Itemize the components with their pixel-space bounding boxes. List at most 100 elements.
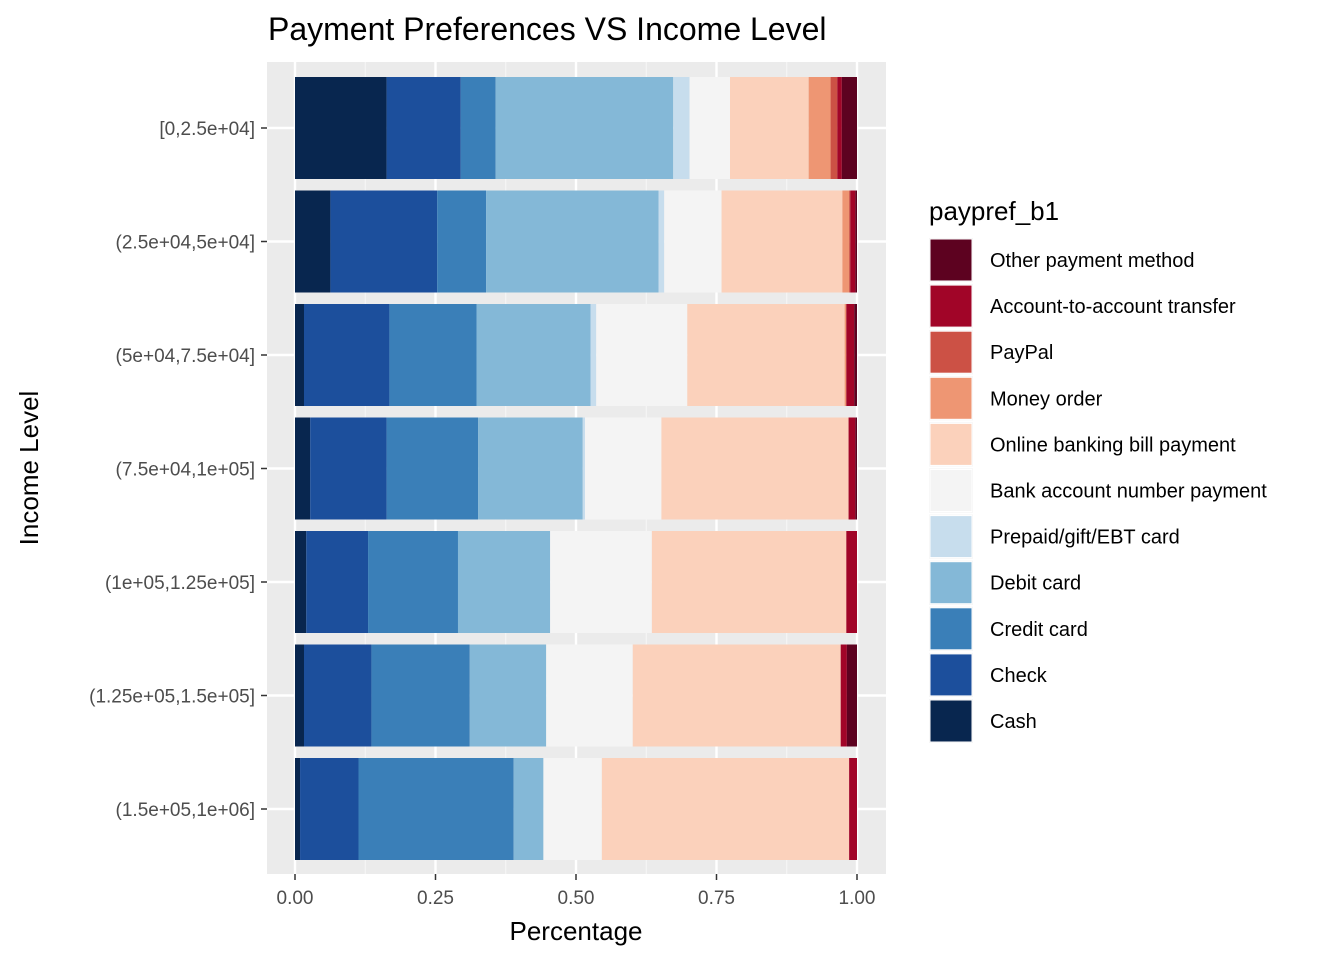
bar-segment-check	[303, 644, 372, 747]
bar-segment-money-order	[844, 304, 847, 406]
bar-segment-check	[300, 758, 359, 860]
legend-swatch	[929, 238, 973, 282]
bar-segment-online-banking-bill-payment	[632, 644, 841, 747]
legend-swatch	[929, 515, 973, 559]
bar-segment-check	[303, 304, 390, 406]
bar-segment-bank-account-number-payment	[550, 531, 652, 633]
bar-segment-cash	[295, 531, 307, 633]
bar-segment-online-banking-bill-payment	[687, 304, 845, 406]
bar-segment-account-to-account-transfer	[849, 758, 857, 860]
y-tick-label: (7.5e+04,1e+05]	[116, 460, 255, 481]
bar-segment-online-banking-bill-payment	[651, 531, 847, 633]
legend-swatch	[929, 284, 973, 328]
y-tick-label: (2.5e+04,5e+04]	[116, 233, 255, 254]
bar-segment-credit-card	[460, 77, 496, 179]
bar-segment-bank-account-number-payment	[596, 304, 688, 406]
legend-swatch	[929, 653, 973, 697]
bar-segment-prepaid-gift-ebt-card	[590, 304, 597, 406]
bar-segment-account-to-account-transfer	[850, 190, 856, 293]
bar-segment-paypal	[849, 190, 851, 293]
bar-segment-cash	[295, 304, 304, 406]
bar-segment-credit-card	[368, 531, 458, 633]
legend-title: paypref_b1	[929, 196, 1059, 226]
bar-segment-cash	[295, 758, 301, 860]
bar-segment-online-banking-bill-payment	[661, 417, 849, 520]
bar-segment-check	[306, 531, 369, 633]
bar-segment-online-banking-bill-payment	[721, 190, 843, 293]
bar-segment-credit-card	[437, 190, 487, 293]
bar-segment-account-to-account-transfer	[840, 644, 847, 747]
legend-swatch	[929, 561, 973, 605]
bar-segment-prepaid-gift-ebt-card	[673, 77, 690, 179]
x-tick-label: 1.00	[839, 888, 876, 909]
legend-label: Money order	[990, 388, 1103, 410]
legend-label: Other payment method	[990, 250, 1195, 272]
legend-swatch	[929, 330, 973, 374]
bar-segment-other-payment-method	[854, 304, 857, 406]
legend-swatch	[929, 376, 973, 420]
legend-label: Cash	[990, 711, 1037, 733]
bar-segment-credit-card	[389, 304, 477, 406]
bar-segment-debit-card	[478, 417, 583, 520]
bars	[295, 77, 857, 860]
bar-segment-money-order	[808, 77, 831, 179]
bar-segment-bank-account-number-payment	[664, 190, 722, 293]
bar-segment-cash	[295, 77, 387, 179]
bar-segment-bank-account-number-payment	[543, 758, 602, 860]
x-tick-label: 0.25	[417, 888, 454, 909]
bar-segment-prepaid-gift-ebt-card	[582, 417, 585, 520]
y-axis: [0,2.5e+04] (2.5e+04,5e+04] (5e+04,7.5e+04…	[89, 119, 267, 821]
bar-segment-cash	[295, 417, 311, 520]
bar-segment-debit-card	[495, 77, 674, 179]
y-tick-label: (5e+04,7.5e+04]	[116, 346, 255, 367]
legend-label: Online banking bill payment	[990, 434, 1236, 456]
bar-segment-other-payment-method	[846, 644, 857, 747]
bar-segment-cash	[295, 190, 331, 293]
bar-segment-account-to-account-transfer	[846, 304, 855, 406]
legend-label: PayPal	[990, 342, 1053, 364]
bar-segment-paypal	[830, 77, 838, 179]
bar-segment-credit-card	[386, 417, 479, 520]
legend-swatch	[929, 422, 973, 466]
bar-segment-check	[310, 417, 387, 520]
bar-segment-account-to-account-transfer	[837, 77, 842, 179]
bar-segment-check	[386, 77, 461, 179]
bar-segment-bank-account-number-payment	[546, 644, 633, 747]
x-tick-label: 0.00	[277, 888, 314, 909]
bar-segment-bank-account-number-payment	[689, 77, 730, 179]
legend-label: Bank account number payment	[990, 481, 1267, 503]
bar-segment-debit-card	[469, 644, 547, 747]
legend-label: Prepaid/gift/EBT card	[990, 527, 1180, 549]
bar-segment-other-payment-method	[855, 417, 857, 520]
y-axis-title: Income Level	[14, 391, 44, 546]
y-tick-label: (1e+05,1.25e+05]	[105, 573, 255, 594]
legend-swatch	[929, 607, 973, 651]
bar-segment-credit-card	[371, 644, 470, 747]
bar-segment-debit-card	[457, 531, 551, 633]
y-tick-label: (1.25e+05,1.5e+05]	[89, 687, 255, 708]
bar-segment-other-payment-method	[855, 190, 857, 293]
bar-segment-prepaid-gift-ebt-card	[658, 190, 665, 293]
legend-label: Credit card	[990, 619, 1088, 641]
bar-segment-online-banking-bill-payment	[601, 758, 850, 860]
x-axis-title: Percentage	[510, 916, 643, 946]
x-tick-label: 0.50	[558, 888, 595, 909]
legend-swatch	[929, 469, 973, 512]
bar-segment-check	[330, 190, 438, 293]
bar-segment-credit-card	[358, 758, 514, 860]
bar-segment-cash	[295, 644, 304, 747]
legend-label: Account-to-account transfer	[990, 296, 1236, 318]
bar-segment-debit-card	[513, 758, 544, 860]
bar-segment-account-to-account-transfer	[848, 417, 856, 520]
y-tick-label: (1.5e+05,1e+06]	[116, 800, 255, 821]
chart-title: Payment Preferences VS Income Level	[268, 11, 827, 47]
legend-swatch	[929, 699, 973, 743]
y-tick-label: [0,2.5e+04]	[159, 119, 255, 140]
x-axis: 0.00 0.25 0.50 0.75 1.00	[277, 874, 876, 909]
bar-segment-debit-card	[486, 190, 659, 293]
legend: paypref_b1 Other payment method Account-t…	[929, 196, 1267, 743]
legend-label: Debit card	[990, 573, 1081, 595]
bar-segment-bank-account-number-payment	[584, 417, 662, 520]
x-tick-label: 0.75	[698, 888, 735, 909]
